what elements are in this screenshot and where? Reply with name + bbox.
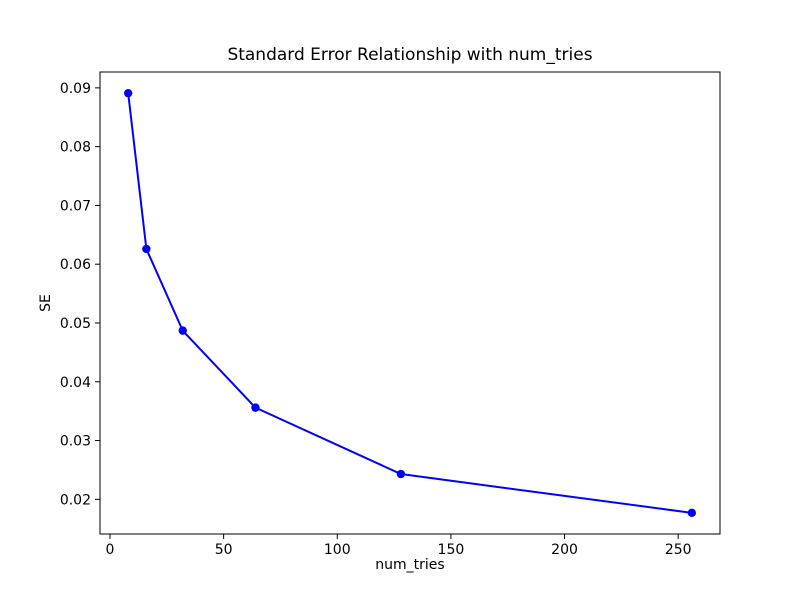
y-axis-label: SE [38,294,54,312]
series-line [127,93,692,514]
data-point-marker [142,244,151,254]
y-tick-label: 0.02 [60,492,91,508]
y-tick-label: 0.03 [60,434,91,450]
y-tick-label: 0.05 [60,316,91,332]
data-point-marker [396,469,406,479]
x-tick-label: 0 [106,542,115,558]
x-tick-label: 200 [551,542,578,558]
data-point-marker [251,403,260,412]
x-tick-label: 50 [215,542,233,558]
y-tick-label: 0.06 [60,257,91,273]
data-point-marker [687,508,697,518]
y-tick-label: 0.07 [60,198,91,214]
y-tick-label: 0.09 [60,81,91,97]
x-tick-label: 250 [665,542,692,558]
chart-title: Standard Error Relationship with num_tri… [227,45,593,65]
axes-frame [99,71,721,535]
data-point-marker [123,88,133,98]
x-tick-label: 100 [324,542,351,558]
x-tick-label: 150 [438,542,465,558]
x-axis-label: num_tries [375,557,445,573]
data-point-marker [178,326,187,335]
y-tick-label: 0.08 [60,140,91,156]
y-tick-label: 0.04 [60,375,91,391]
